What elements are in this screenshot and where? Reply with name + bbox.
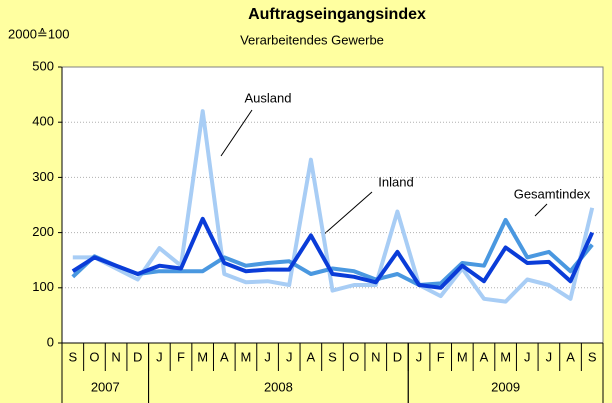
x-tick-label: N — [111, 349, 120, 364]
leader-line — [321, 191, 373, 237]
chart-title: Auftragseingangsindex — [248, 6, 426, 23]
year-label: 2009 — [491, 379, 520, 394]
series-annotation: Gesamtindex — [514, 186, 591, 201]
x-tick-label: D — [133, 349, 142, 364]
x-tick-label: D — [393, 349, 402, 364]
x-tick-label: F — [437, 349, 445, 364]
x-tick-label: M — [197, 349, 208, 364]
plot-area — [62, 67, 603, 343]
series-line — [72, 109, 595, 304]
series-line — [71, 217, 594, 287]
y-tick-label: 200 — [32, 224, 54, 239]
x-tick-label: S — [328, 349, 337, 364]
x-tick-label: S — [588, 349, 597, 364]
x-tick-label: S — [68, 349, 77, 364]
x-tick-label: J — [416, 349, 423, 364]
x-tick-label: O — [89, 349, 99, 364]
x-tick-label: J — [264, 349, 271, 364]
x-tick-label: J — [286, 349, 293, 364]
chart-subtitle: Verarbeitendes Gewerbe — [240, 32, 384, 47]
year-label: 2008 — [264, 379, 293, 394]
x-tick-label: N — [371, 349, 380, 364]
series-line — [71, 216, 595, 290]
x-tick-label: A — [480, 349, 489, 364]
x-tick-label: O — [349, 349, 359, 364]
y-tick-label: 0 — [47, 334, 54, 349]
y-axis-label: 2000≙100 — [8, 26, 70, 41]
x-tick-label: J — [546, 349, 553, 364]
y-tick-label: 500 — [32, 58, 54, 73]
y-tick-label: 100 — [32, 279, 54, 294]
x-tick-label: M — [500, 349, 511, 364]
series-annotation: Inland — [378, 174, 413, 189]
x-tick-label: J — [156, 349, 163, 364]
x-tick-label: A — [566, 349, 575, 364]
x-tick-label: A — [307, 349, 316, 364]
leader-line — [220, 109, 253, 157]
series-annotation: Ausland — [245, 90, 292, 105]
y-tick-label: 300 — [32, 169, 54, 184]
x-tick-label: M — [241, 349, 252, 364]
x-tick-label: M — [457, 349, 468, 364]
leader-line — [534, 203, 548, 217]
y-tick-label: 400 — [32, 114, 54, 129]
year-label: 2007 — [91, 379, 120, 394]
x-tick-label: A — [220, 349, 229, 364]
x-tick-label: F — [177, 349, 185, 364]
x-tick-label: J — [524, 349, 531, 364]
